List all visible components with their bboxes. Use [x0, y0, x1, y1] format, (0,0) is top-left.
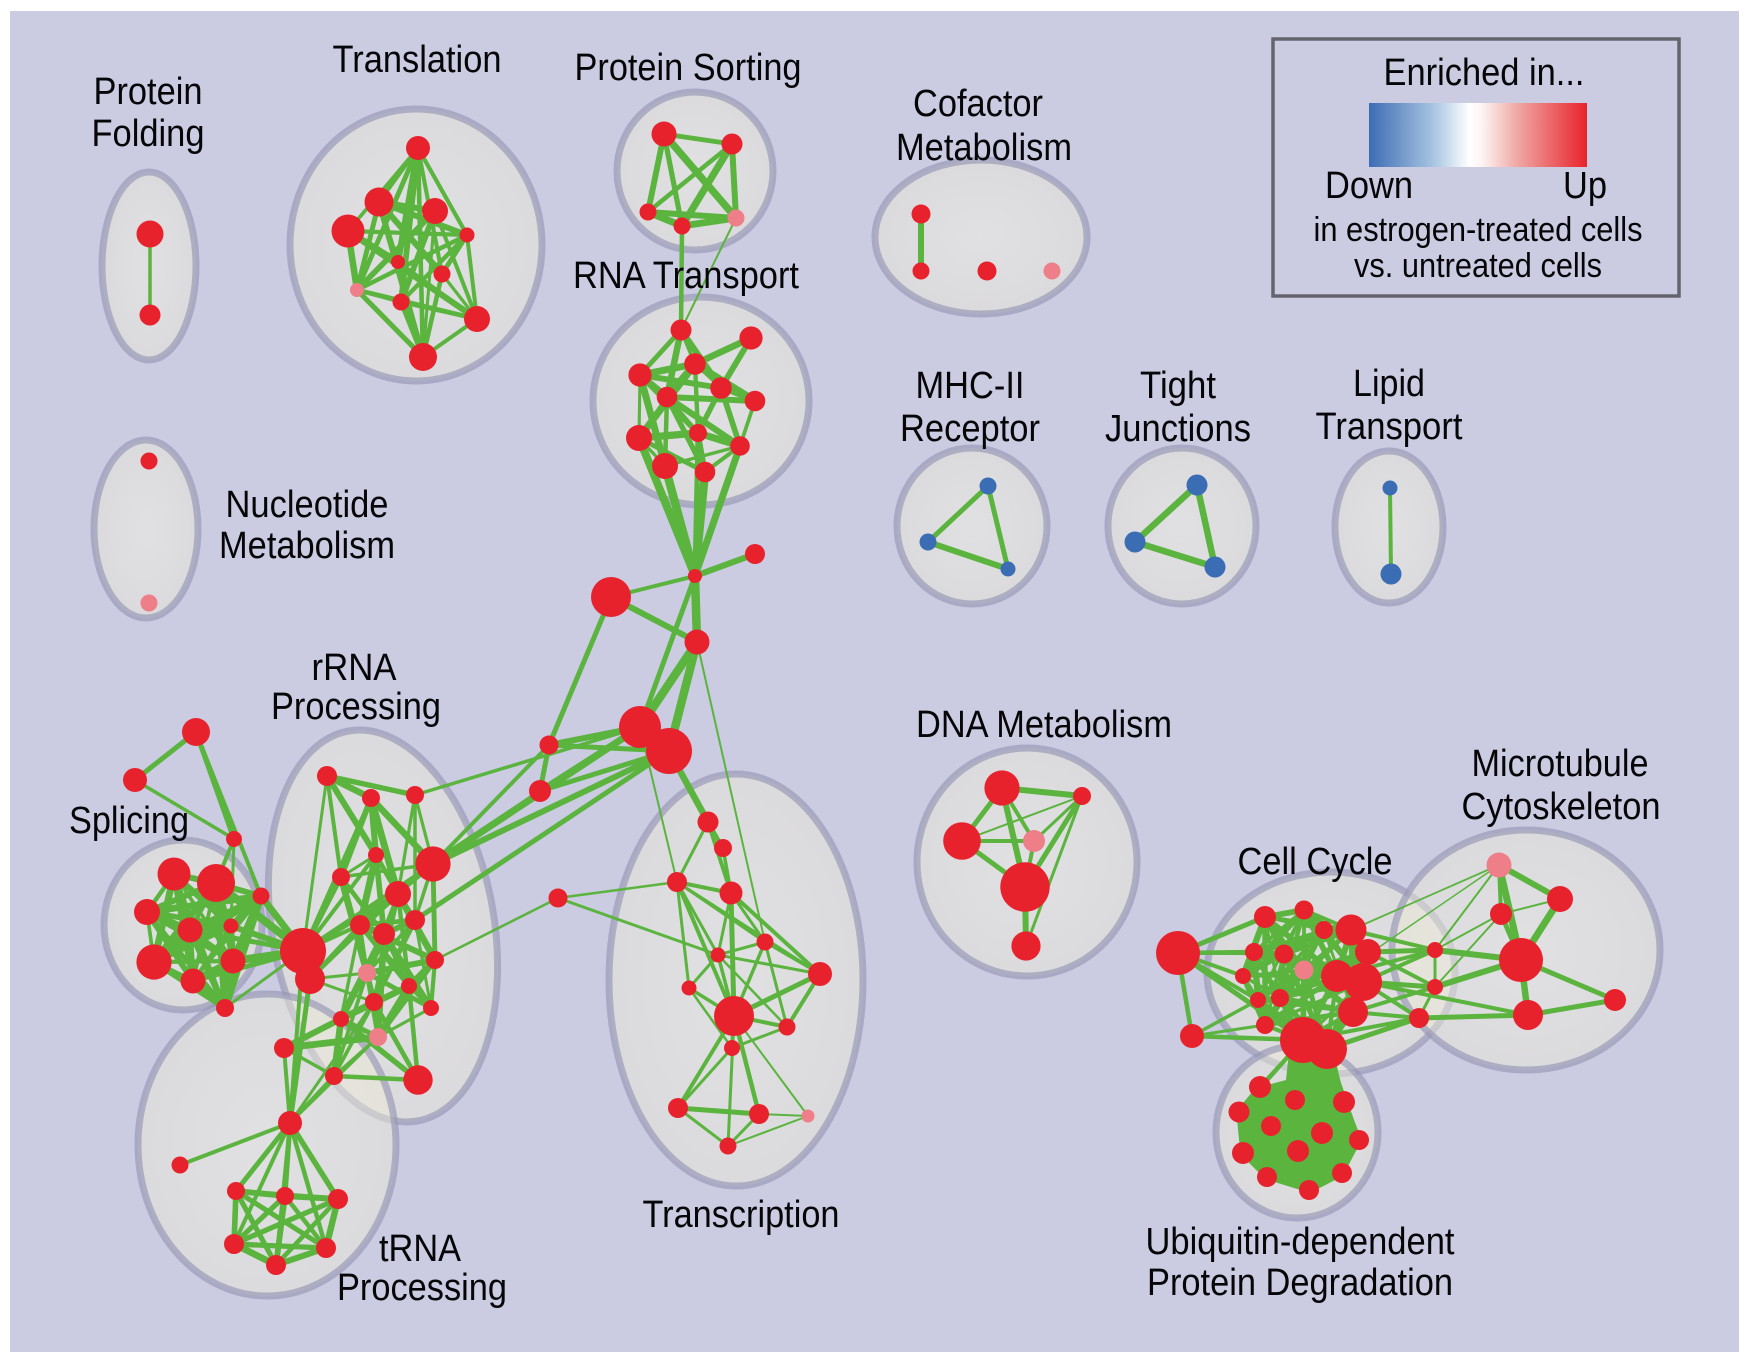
- svg-text:vs. untreated cells: vs. untreated cells: [1354, 247, 1602, 285]
- svg-text:Down: Down: [1325, 165, 1413, 207]
- svg-text:Protein Sorting: Protein Sorting: [575, 47, 802, 89]
- svg-text:Junctions: Junctions: [1105, 408, 1251, 450]
- svg-text:Folding: Folding: [92, 113, 205, 155]
- svg-text:Processing: Processing: [337, 1267, 507, 1309]
- svg-text:DNA Metabolism: DNA Metabolism: [916, 704, 1172, 746]
- svg-text:Transcription: Transcription: [643, 1194, 840, 1236]
- svg-text:Processing: Processing: [271, 686, 441, 728]
- svg-text:Transport: Transport: [1316, 406, 1463, 448]
- svg-text:in estrogen-treated cells: in estrogen-treated cells: [1314, 211, 1643, 249]
- svg-text:MHC-II: MHC-II: [916, 365, 1025, 407]
- svg-text:Ubiquitin-dependent: Ubiquitin-dependent: [1146, 1221, 1455, 1263]
- svg-text:Cofactor: Cofactor: [913, 83, 1043, 125]
- svg-text:Enriched in...: Enriched in...: [1384, 52, 1585, 94]
- svg-text:Up: Up: [1563, 165, 1607, 207]
- svg-text:Lipid: Lipid: [1353, 363, 1425, 405]
- svg-text:Cell Cycle: Cell Cycle: [1238, 841, 1393, 883]
- svg-text:Receptor: Receptor: [900, 408, 1040, 450]
- svg-text:Translation: Translation: [333, 39, 502, 81]
- svg-text:Protein: Protein: [94, 71, 203, 113]
- svg-text:tRNA: tRNA: [379, 1228, 462, 1270]
- svg-text:Protein Degradation: Protein Degradation: [1147, 1262, 1453, 1304]
- svg-text:rRNA: rRNA: [312, 647, 398, 689]
- svg-text:Metabolism: Metabolism: [219, 525, 395, 567]
- svg-text:Metabolism: Metabolism: [896, 127, 1072, 169]
- svg-text:Tight: Tight: [1140, 365, 1216, 407]
- svg-text:Cytoskeleton: Cytoskeleton: [1462, 786, 1661, 828]
- svg-text:Splicing: Splicing: [69, 800, 189, 842]
- svg-text:Microtubule: Microtubule: [1472, 743, 1649, 785]
- svg-text:RNA Transport: RNA Transport: [573, 255, 799, 297]
- svg-text:Nucleotide: Nucleotide: [226, 484, 389, 526]
